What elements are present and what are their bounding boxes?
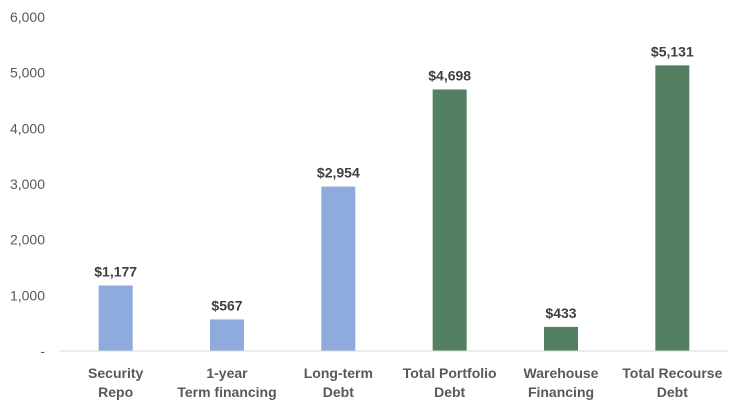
bar	[544, 326, 578, 351]
y-axis: - 1,000 2,000 3,000 4,000 5,000 6,000	[10, 9, 45, 359]
bar	[432, 89, 467, 351]
category-label-line: Warehouse	[524, 365, 599, 381]
x-axis: Security Repo 1-year Term financing Long-ter…	[88, 365, 723, 400]
bar	[321, 186, 356, 351]
category-label: Security Repo	[88, 365, 143, 400]
y-tick-label: 4,000	[10, 120, 45, 136]
data-label: $2,954	[317, 165, 360, 181]
bars	[98, 65, 690, 352]
data-label: $4,698	[428, 67, 471, 83]
category-label-line: Total Portfolio	[403, 365, 497, 381]
bar	[210, 319, 244, 351]
category-label: Total Portfolio Debt	[403, 365, 497, 400]
data-labels: $1,177 $567 $2,954 $4,698 $433 $5,131	[94, 43, 694, 321]
category-label: Warehouse Financing	[524, 365, 599, 400]
category-label-line: Total Recourse	[622, 365, 722, 381]
data-label: $5,131	[651, 43, 694, 59]
category-label-line: Debt	[323, 384, 354, 400]
category-label: 1-year Term financing	[177, 365, 276, 400]
y-tick-label: 5,000	[10, 65, 45, 81]
y-tick-label: 3,000	[10, 176, 45, 192]
category-label-line: Term financing	[177, 384, 276, 400]
data-label: $433	[545, 305, 576, 321]
y-tick-label: 1,000	[10, 287, 45, 303]
y-tick-label: 6,000	[10, 9, 45, 25]
category-label-line: Debt	[657, 384, 688, 400]
data-label: $1,177	[94, 263, 137, 279]
data-label: $567	[211, 297, 242, 313]
category-label-line: Debt	[434, 384, 465, 400]
category-label: Long-term Debt	[304, 365, 373, 400]
category-label-line: 1-year	[206, 365, 248, 381]
category-label: Total Recourse Debt	[622, 365, 722, 400]
category-label-line: Repo	[98, 384, 133, 400]
y-tick-label: -	[40, 343, 45, 359]
category-label-line: Financing	[528, 384, 594, 400]
bar	[655, 65, 690, 352]
bar	[98, 285, 133, 351]
category-label-line: Long-term	[304, 365, 373, 381]
y-tick-label: 2,000	[10, 232, 45, 248]
category-label-line: Security	[88, 365, 143, 381]
